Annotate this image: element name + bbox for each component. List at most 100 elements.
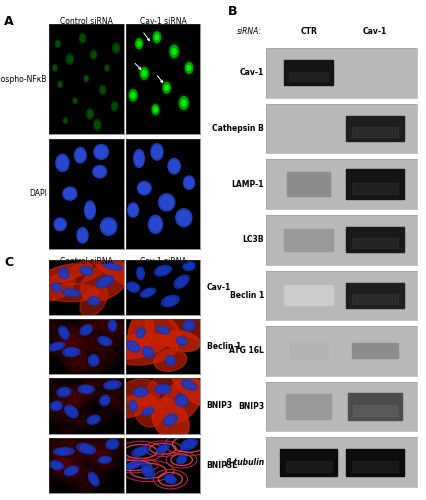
Ellipse shape: [64, 466, 78, 475]
Ellipse shape: [136, 328, 145, 338]
Ellipse shape: [141, 288, 155, 298]
Ellipse shape: [184, 176, 195, 190]
Ellipse shape: [47, 454, 66, 476]
Circle shape: [66, 54, 74, 64]
Circle shape: [86, 109, 93, 119]
Ellipse shape: [167, 358, 174, 364]
Circle shape: [113, 104, 116, 109]
Ellipse shape: [124, 461, 143, 469]
Ellipse shape: [90, 356, 97, 364]
Ellipse shape: [55, 220, 65, 229]
Ellipse shape: [102, 397, 108, 404]
Ellipse shape: [81, 262, 129, 301]
Circle shape: [155, 34, 159, 40]
Circle shape: [185, 62, 193, 74]
Circle shape: [142, 70, 146, 76]
Ellipse shape: [87, 471, 100, 488]
Ellipse shape: [68, 437, 104, 460]
Ellipse shape: [89, 417, 98, 422]
Ellipse shape: [165, 298, 176, 304]
Ellipse shape: [80, 446, 92, 452]
Ellipse shape: [104, 380, 121, 389]
Ellipse shape: [101, 440, 124, 450]
Circle shape: [59, 82, 61, 86]
Ellipse shape: [106, 264, 119, 268]
Ellipse shape: [176, 337, 187, 345]
Circle shape: [151, 103, 160, 117]
Ellipse shape: [134, 396, 162, 427]
Ellipse shape: [155, 266, 171, 276]
Ellipse shape: [174, 275, 189, 288]
Ellipse shape: [158, 328, 167, 332]
Ellipse shape: [95, 167, 105, 176]
Ellipse shape: [62, 315, 110, 345]
Ellipse shape: [66, 344, 77, 360]
Ellipse shape: [38, 274, 75, 300]
Ellipse shape: [155, 384, 171, 394]
Ellipse shape: [75, 148, 86, 163]
Circle shape: [53, 64, 57, 71]
Circle shape: [138, 42, 141, 46]
Ellipse shape: [106, 440, 119, 449]
Ellipse shape: [129, 401, 137, 411]
Circle shape: [79, 34, 86, 43]
Ellipse shape: [98, 334, 168, 359]
Ellipse shape: [93, 166, 106, 178]
Ellipse shape: [130, 402, 136, 409]
Ellipse shape: [128, 312, 153, 354]
Circle shape: [154, 107, 157, 112]
Text: BNIP3L: BNIP3L: [207, 461, 238, 470]
Circle shape: [163, 82, 170, 93]
Text: Cathepsin B: Cathepsin B: [213, 124, 264, 133]
Ellipse shape: [139, 183, 150, 193]
Ellipse shape: [73, 376, 99, 403]
Bar: [348, 393, 402, 420]
Ellipse shape: [72, 348, 115, 372]
Circle shape: [134, 37, 144, 51]
Bar: [289, 72, 328, 82]
Circle shape: [101, 87, 104, 92]
Ellipse shape: [156, 326, 170, 334]
Ellipse shape: [158, 386, 168, 392]
Ellipse shape: [52, 403, 60, 409]
Ellipse shape: [65, 188, 75, 198]
Ellipse shape: [144, 466, 152, 475]
Ellipse shape: [134, 150, 144, 168]
Bar: [352, 294, 398, 304]
Circle shape: [63, 118, 67, 124]
Ellipse shape: [127, 462, 139, 468]
Bar: [285, 461, 331, 471]
Ellipse shape: [80, 285, 107, 317]
Ellipse shape: [79, 382, 94, 397]
Circle shape: [161, 80, 172, 95]
Ellipse shape: [98, 336, 112, 345]
Circle shape: [54, 66, 56, 70]
Ellipse shape: [110, 394, 156, 418]
Ellipse shape: [185, 322, 193, 329]
Bar: [286, 394, 331, 419]
Ellipse shape: [110, 322, 115, 329]
Ellipse shape: [63, 348, 80, 356]
Ellipse shape: [142, 408, 154, 415]
Circle shape: [130, 90, 137, 101]
Ellipse shape: [85, 201, 95, 219]
Ellipse shape: [168, 158, 180, 174]
Ellipse shape: [56, 387, 72, 398]
Ellipse shape: [44, 284, 99, 302]
Ellipse shape: [167, 476, 174, 482]
Ellipse shape: [185, 264, 193, 269]
Bar: [285, 228, 333, 251]
Ellipse shape: [132, 446, 149, 456]
Ellipse shape: [101, 338, 109, 344]
Ellipse shape: [103, 220, 115, 233]
Ellipse shape: [138, 269, 143, 278]
Bar: [346, 283, 404, 308]
Ellipse shape: [82, 268, 90, 274]
Ellipse shape: [48, 342, 65, 351]
Ellipse shape: [80, 325, 92, 335]
Ellipse shape: [99, 456, 111, 464]
Bar: [352, 238, 398, 248]
Ellipse shape: [41, 396, 72, 416]
Ellipse shape: [144, 370, 182, 409]
Ellipse shape: [129, 205, 137, 216]
